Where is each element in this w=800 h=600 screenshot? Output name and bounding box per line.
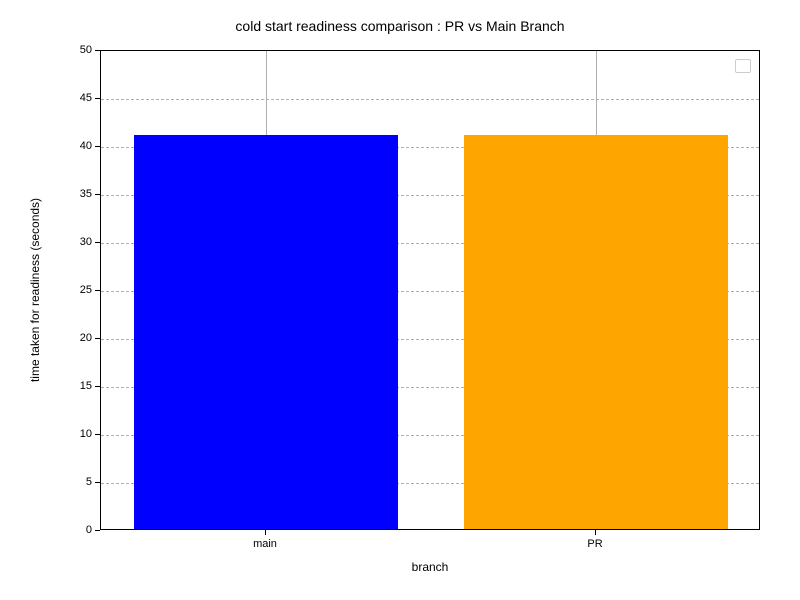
y-tick-mark (95, 434, 100, 435)
y-tick-label: 30 (62, 236, 92, 248)
y-tick-mark (95, 530, 100, 531)
bar (464, 135, 728, 529)
y-tick-label: 45 (62, 92, 92, 104)
y-tick-mark (95, 290, 100, 291)
plot-area (100, 50, 760, 530)
y-tick-label: 0 (62, 524, 92, 536)
y-tick-mark (95, 242, 100, 243)
y-tick-label: 10 (62, 428, 92, 440)
y-axis-label: time taken for readiness (seconds) (28, 198, 42, 382)
y-tick-label: 25 (62, 284, 92, 296)
chart-container: cold start readiness comparison : PR vs … (0, 0, 800, 600)
x-axis-label: branch (412, 560, 449, 574)
y-tick-mark (95, 386, 100, 387)
x-tick-mark (265, 530, 266, 535)
y-tick-label: 15 (62, 380, 92, 392)
y-tick-label: 20 (62, 332, 92, 344)
bar (134, 135, 398, 529)
chart-title: cold start readiness comparison : PR vs … (0, 18, 800, 34)
y-tick-mark (95, 50, 100, 51)
y-tick-label: 5 (62, 476, 92, 488)
legend (735, 59, 751, 73)
y-tick-label: 35 (62, 188, 92, 200)
x-tick-label: main (253, 538, 277, 550)
y-tick-label: 50 (62, 44, 92, 56)
x-tick-label: PR (587, 538, 602, 550)
y-tick-mark (95, 482, 100, 483)
y-tick-mark (95, 146, 100, 147)
y-tick-mark (95, 338, 100, 339)
y-tick-mark (95, 98, 100, 99)
y-tick-mark (95, 194, 100, 195)
grid-line (101, 99, 759, 100)
x-tick-mark (595, 530, 596, 535)
y-tick-label: 40 (62, 140, 92, 152)
